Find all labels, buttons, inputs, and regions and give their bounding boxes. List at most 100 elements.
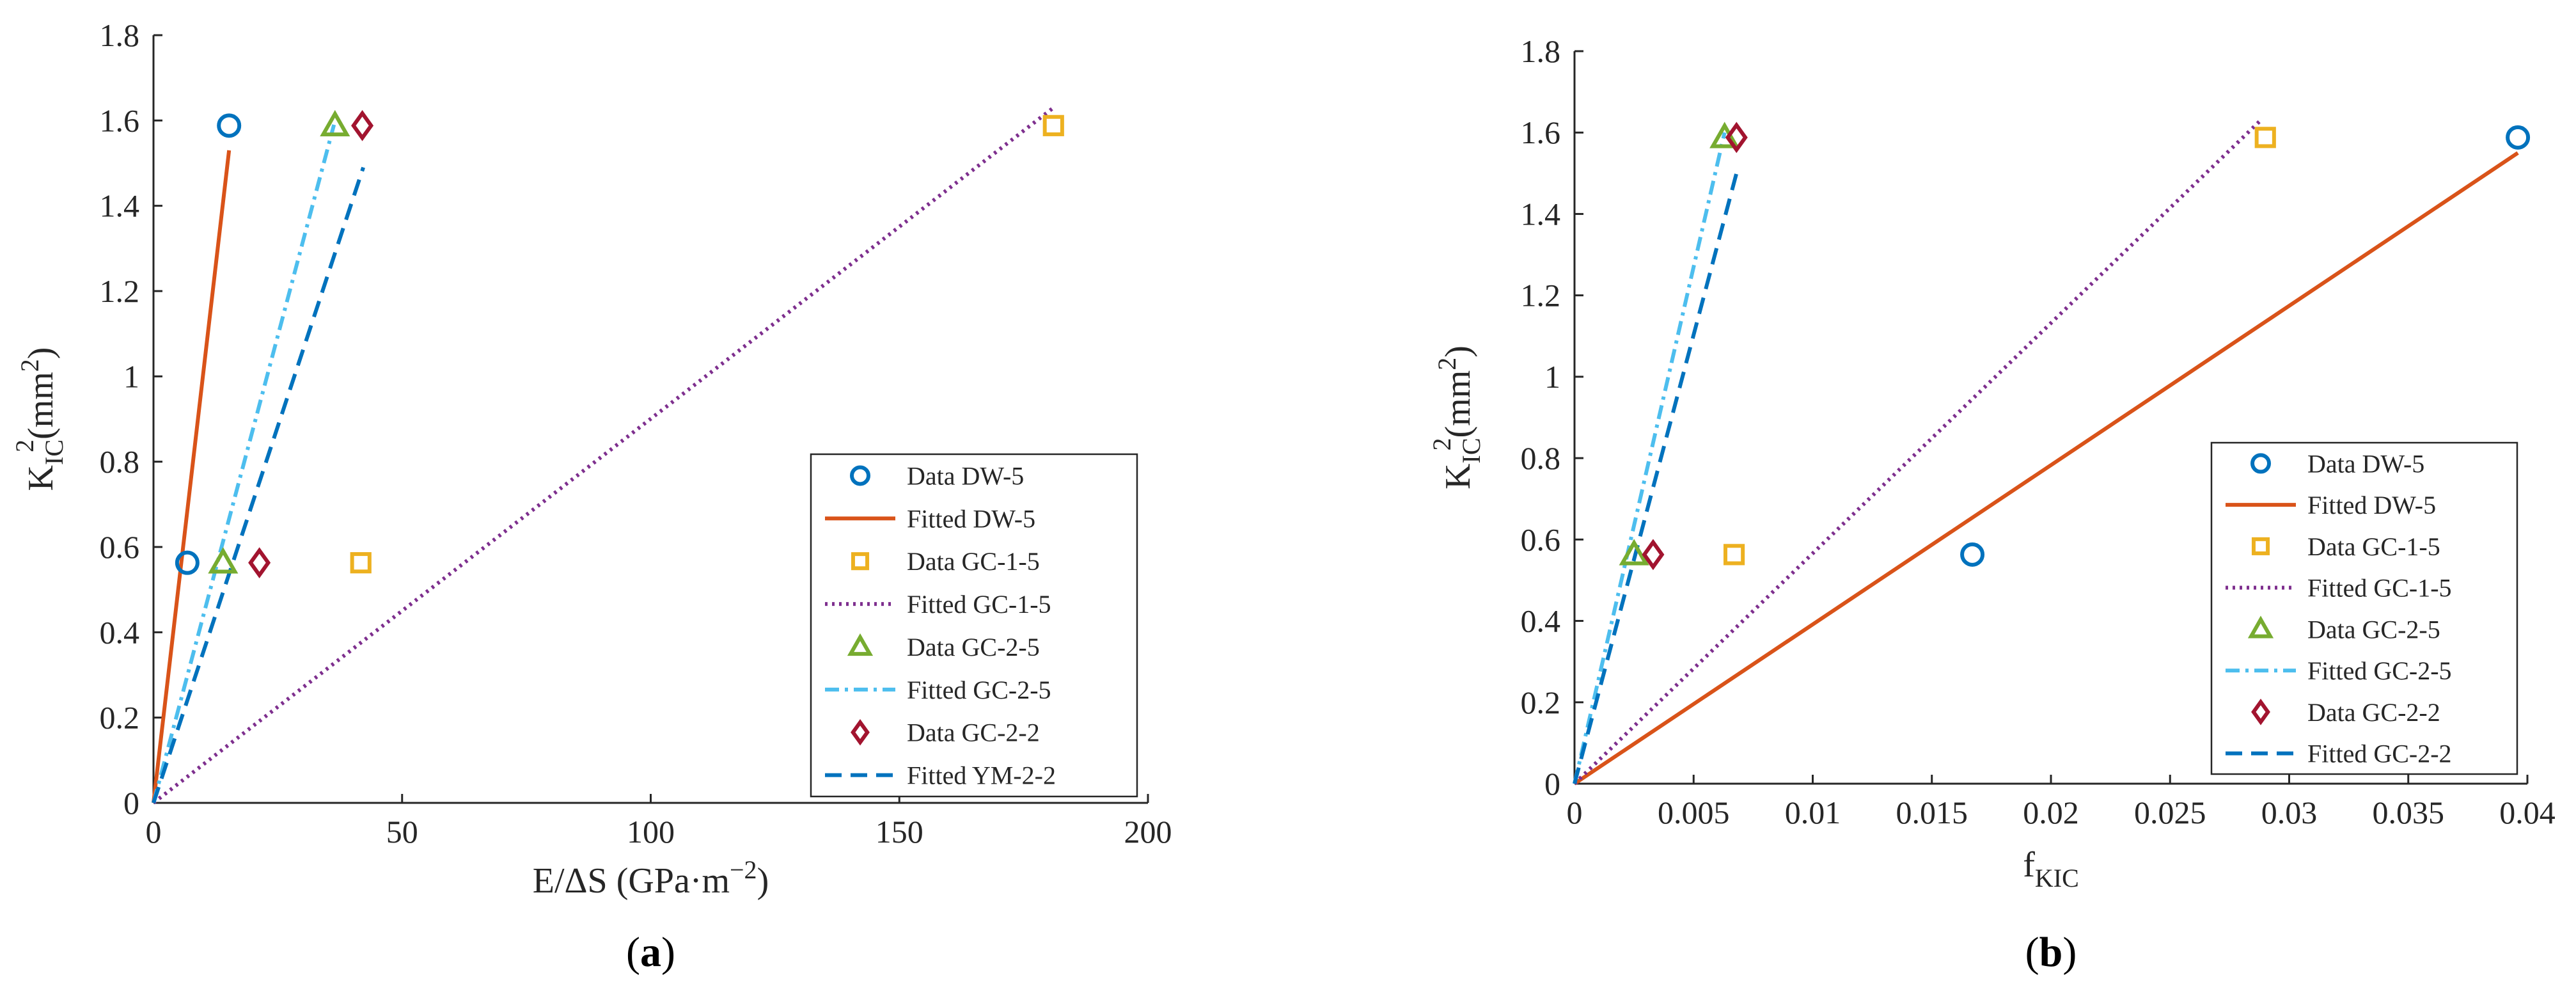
x-tick-label: 0.035 [2373, 795, 2445, 830]
legend-label: Fitted GC-2-5 [2307, 656, 2452, 685]
chart-a: 0 50 100 150 200 0 0.2 0.4 0.6 0.8 1 1.2 1.4 1.6 1.8 KI… [10, 17, 1172, 976]
panel-label: (a) [626, 929, 675, 976]
x-tick-label: 0.01 [1785, 795, 1841, 830]
legend-label: Data GC-2-5 [907, 633, 1040, 661]
y-tick-label: 0.4 [100, 614, 140, 650]
legend-label: Data GC-1-5 [2307, 532, 2440, 561]
series-line-fitted-dw-5 [1573, 151, 2519, 786]
legend-label: Data DW-5 [907, 461, 1024, 490]
panel-label: (b) [2025, 929, 2077, 976]
data-point-data-gc-1-5 [1723, 544, 1745, 566]
x-tick-label: 0 [1567, 795, 1583, 830]
legend-label: Fitted GC-1-5 [2307, 574, 2452, 603]
y-label-close: ) [21, 347, 61, 360]
y-tick-label: 1.2 [100, 273, 140, 309]
panel-paren-close: ) [661, 929, 675, 976]
y-label-unit-sup: 2 [15, 359, 44, 372]
y-tick-label: 0.4 [1521, 603, 1561, 639]
x-tick-label: 0.025 [2134, 795, 2206, 830]
y-label-main: K [21, 465, 61, 491]
data-point-data-dw-5 [2506, 125, 2531, 150]
legend: Data DW-5 Fitted DW-5 Data GC-1-5 Fitted GC… [810, 453, 1138, 798]
legend-label: Data GC-2-2 [2307, 698, 2440, 727]
data-point-data-gc-2-5 [320, 109, 350, 137]
y-tick-label: 0.8 [100, 444, 140, 480]
x-tick-label: 50 [386, 814, 418, 850]
x-label-main: E/ΔS (GPa·m [533, 861, 730, 901]
legend-label: Fitted GC-2-2 [2307, 740, 2452, 768]
x-tick-label: 0 [146, 814, 162, 850]
panel-paren-open: ( [626, 929, 640, 976]
legend-swatch-marker [851, 552, 870, 571]
legend: Data DW-5 Fitted DW-5 Data GC-1-5 Fitted GC… [2210, 441, 2518, 775]
data-point-data-gc-2-5 [208, 547, 239, 574]
data-point-data-gc-1-5 [350, 552, 372, 574]
y-tick-label: 0.6 [1521, 521, 1561, 557]
y-axis-label: KIC2(mm2) [10, 347, 68, 491]
data-point-data-dw-5 [1960, 542, 1985, 567]
y-tick-label: 1.8 [1521, 33, 1561, 69]
x-tick-label: 150 [876, 814, 923, 850]
legend-label: Data GC-2-5 [2307, 615, 2440, 644]
legend-box [810, 453, 1138, 798]
x-tick-label: 200 [1124, 814, 1172, 850]
y-label-sup: 2 [10, 440, 39, 452]
x-axis-label: fKIC [2023, 845, 2079, 892]
legend-label: Data GC-2-2 [907, 718, 1040, 747]
y-label-sub: IC [40, 440, 68, 465]
y-label-close: ) [1438, 345, 1478, 358]
x-label-main: f [2023, 845, 2035, 885]
y-tick-label: 1.8 [100, 17, 140, 53]
x-tick-label: 0.04 [2499, 795, 2556, 830]
legend-swatch-marker [847, 633, 874, 656]
data-point-data-gc-1-5 [1042, 115, 1064, 136]
x-label-end: ) [757, 861, 769, 901]
y-tick-label: 1.4 [1521, 196, 1561, 232]
series-line-fitted-ym-2-2 [152, 166, 365, 804]
y-tick-label: 1.6 [1521, 115, 1561, 150]
panel-paren-open: ( [2025, 929, 2039, 976]
panel-paren-close: ) [2062, 929, 2077, 976]
x-tick-label: 0.015 [1896, 795, 1968, 830]
y-label-unit-sup: 2 [1433, 358, 1461, 370]
y-label-sub: IC [1457, 438, 1486, 463]
legend-label: Fitted DW-5 [907, 504, 1035, 533]
legend-swatch-marker [851, 718, 870, 746]
x-tick-label: 0.03 [2261, 795, 2318, 830]
y-tick-label: 1 [123, 358, 139, 394]
data-point-data-gc-2-2 [248, 547, 271, 579]
legend-swatch-marker [2250, 453, 2271, 474]
y-tick-label: 0.8 [1521, 440, 1561, 476]
y-tick-label: 0 [123, 785, 139, 821]
panel-letter: a [640, 929, 661, 976]
data-point-data-dw-5 [217, 113, 242, 138]
series-line-fitted-gc-2-5 [1573, 132, 1727, 784]
x-label-sup: −2 [730, 855, 757, 884]
chart-b: 0 0.005 0.01 0.015 0.02 0.025 0.03 0.035 0.04 0 0.… [1427, 33, 2556, 976]
y-label-main: K [1438, 463, 1478, 489]
legend-label: Data GC-1-5 [907, 547, 1040, 576]
y-label-unit: (mm [1438, 370, 1478, 438]
x-tick-label: 100 [627, 814, 675, 850]
series-line-fitted-gc-2-5 [152, 124, 336, 804]
series-line-fitted-gc-2-2 [1573, 173, 1739, 784]
y-tick-label: 0.6 [100, 529, 140, 565]
y-tick-label: 1.6 [100, 102, 140, 138]
data-point-data-gc-2-2 [1642, 539, 1665, 571]
x-tick-label: 0.005 [1658, 795, 1730, 830]
y-tick-label: 0.2 [1521, 685, 1561, 720]
x-label-sub: KIC [2035, 864, 2079, 892]
legend-label: Fitted YM-2-2 [907, 761, 1056, 790]
legend-swatch-marker [2247, 615, 2274, 638]
data-point-data-gc-2-2 [351, 109, 374, 141]
legend-swatch-marker [850, 465, 870, 486]
y-tick-label: 1.2 [1521, 278, 1561, 313]
series-line-fitted-gc-1-5 [1573, 118, 2262, 786]
data-point-data-gc-2-2 [1725, 122, 1748, 154]
legend-label: Fitted GC-2-5 [907, 676, 1051, 704]
y-tick-label: 0 [1544, 766, 1560, 802]
x-axis-label: E/ΔS (GPa·m−2) [533, 855, 769, 901]
legend-label: Data DW-5 [2307, 449, 2424, 478]
data-point-data-gc-2-5 [1619, 539, 1649, 566]
